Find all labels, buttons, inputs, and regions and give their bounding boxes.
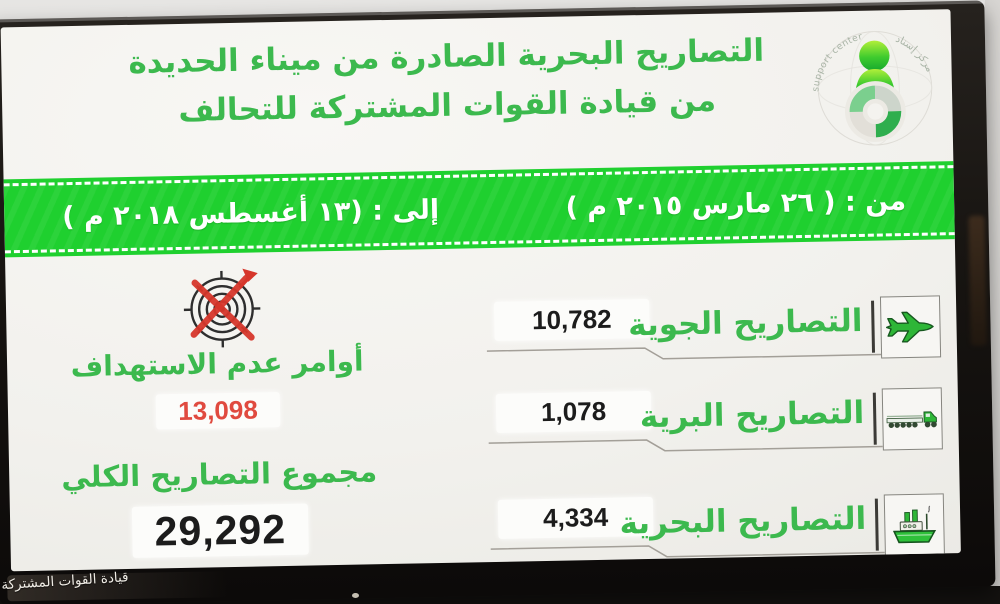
slide: التصاريح البحرية الصادرة من ميناء الحديد…: [0, 9, 961, 572]
no-targeting-label: أوامر عدم الاستهداف: [70, 344, 364, 384]
permit-row-air: 10,782 التصاريح الجوية: [476, 291, 958, 390]
logo-arc-text-ar: مركز إسناد: [894, 33, 935, 75]
no-targeting-panel: أوامر عدم الاستهداف 13,098 مجموع التصاري…: [5, 255, 441, 563]
total-permits-label: مجموع التصاريح الكلي: [60, 454, 378, 495]
plane-icon: [879, 295, 942, 359]
support-center-logo: support center مركز إسناد: [796, 9, 951, 156]
date-from: من : ( ٢٦ مارس ٢٠١٥ م ): [565, 185, 907, 224]
permit-row-land: 1,078 التصاريح البرية: [478, 383, 960, 482]
no-targeting-icon: [179, 264, 267, 352]
air-permits-value: 10,782: [493, 298, 650, 341]
row-underline: [490, 545, 885, 558]
row-underline: [488, 439, 883, 452]
svg-text:support center: support center: [810, 32, 865, 92]
land-permits-value: 1,078: [495, 390, 652, 433]
no-targeting-value: 13,098: [155, 392, 281, 430]
land-permits-label: التصاريح البرية: [639, 394, 865, 436]
row-underline: [486, 347, 882, 360]
air-permits-label: التصاريح الجوية: [627, 302, 863, 344]
tv-led: [352, 593, 359, 598]
svg-text:مركز إسناد: مركز إسناد: [894, 33, 935, 75]
total-permits-value-row: 29,292: [10, 501, 431, 560]
truck-icon: [881, 387, 943, 451]
sea-permits-label: التصاريح البحرية: [619, 500, 867, 542]
ship-icon: [883, 493, 945, 557]
date-banner: من : ( ٢٦ مارس ٢٠١٥ م ) إلى : (١٣ أغسطس …: [3, 161, 955, 258]
permit-row-sea: 4,334 التصاريح البحرية: [480, 489, 961, 571]
support-center-logo-icon: support center مركز إسناد: [810, 30, 935, 146]
total-permits-value: 29,292: [132, 503, 309, 558]
date-banner-inner: من : ( ٢٦ مارس ٢٠١٥ م ) إلى : (١٣ أغسطس …: [3, 165, 955, 254]
no-targeting-value-row: 13,098: [8, 389, 429, 432]
logo-arc-text-en: support center: [810, 32, 865, 92]
page-title: التصاريح البحرية الصادرة من ميناء الحديد…: [1, 24, 893, 139]
date-to: إلى : (١٣ أغسطس ٢٠١٨ م ): [61, 194, 440, 233]
